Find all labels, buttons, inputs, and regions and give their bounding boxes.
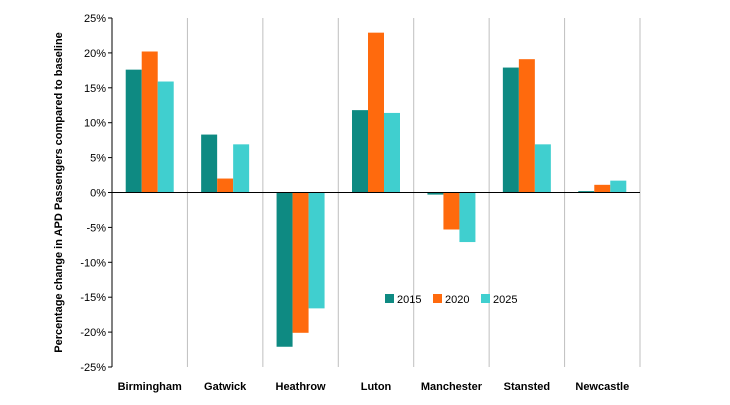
y-tick-label: 20%	[84, 48, 106, 60]
legend-label-2015: 2015	[397, 294, 421, 306]
bar-heathrow-2020	[292, 192, 309, 333]
bar-birmingham-2025	[157, 81, 174, 193]
bar-birmingham-2015	[125, 69, 142, 193]
bar-stansted-2025	[534, 144, 551, 193]
x-tick-label: Manchester	[421, 381, 483, 393]
x-tick-label: Stansted	[504, 381, 550, 393]
legend: 2015 2020 2025	[385, 294, 517, 306]
y-tick-label: -15%	[80, 292, 106, 304]
bar-newcastle-2025	[610, 180, 627, 193]
y-tick-label: -25%	[80, 362, 106, 374]
bar-manchester-2020	[443, 192, 460, 230]
bar-stansted-2020	[518, 59, 535, 193]
x-tick-label: Newcastle	[575, 381, 629, 393]
x-tick-labels: Birmingham Gatwick Heathrow Luton Manchester…	[118, 381, 630, 393]
y-tick-label: 25%	[84, 13, 106, 25]
bar-luton-2025	[384, 112, 400, 193]
y-axis-label: Percentage change in APD Passengers comp…	[53, 32, 65, 353]
y-ticks: -25% -20% -15% -10% -5% 0% 5% 10% 15% 20% 25%	[80, 13, 112, 374]
x-tick-label: Luton	[361, 381, 392, 393]
bar-manchester-2025	[459, 192, 476, 243]
bar-birmingham-2020	[141, 51, 158, 193]
bar-heathrow-2025	[308, 192, 325, 309]
legend-label-2025: 2025	[493, 294, 517, 306]
x-tick-label: Heathrow	[276, 381, 327, 393]
x-tick-label: Gatwick	[204, 381, 247, 393]
bars	[125, 32, 627, 347]
bar-stansted-2015	[502, 67, 519, 193]
bar-heathrow-2015	[276, 192, 293, 347]
y-tick-label: 5%	[90, 153, 106, 165]
y-tick-label: 0%	[90, 188, 106, 200]
bar-gatwick-2025	[233, 144, 250, 193]
y-tick-label: -5%	[86, 222, 106, 234]
y-tick-label: 15%	[84, 83, 106, 95]
bar-newcastle-2015	[578, 191, 595, 193]
legend-swatch-2020	[433, 294, 442, 303]
bar-luton-2015	[352, 110, 368, 193]
x-tick-label: Birmingham	[118, 381, 182, 393]
bar-manchester-2015	[427, 192, 444, 195]
y-tick-label: -20%	[80, 327, 106, 339]
bar-newcastle-2020	[594, 184, 611, 193]
y-tick-label: -10%	[80, 257, 106, 269]
legend-label-2020: 2020	[445, 294, 469, 306]
legend-swatch-2015	[385, 294, 394, 303]
bar-gatwick-2015	[201, 134, 218, 193]
legend-swatch-2025	[481, 294, 490, 303]
bar-gatwick-2020	[217, 178, 234, 193]
bar-luton-2020	[368, 32, 384, 193]
y-tick-label: 10%	[84, 118, 106, 130]
